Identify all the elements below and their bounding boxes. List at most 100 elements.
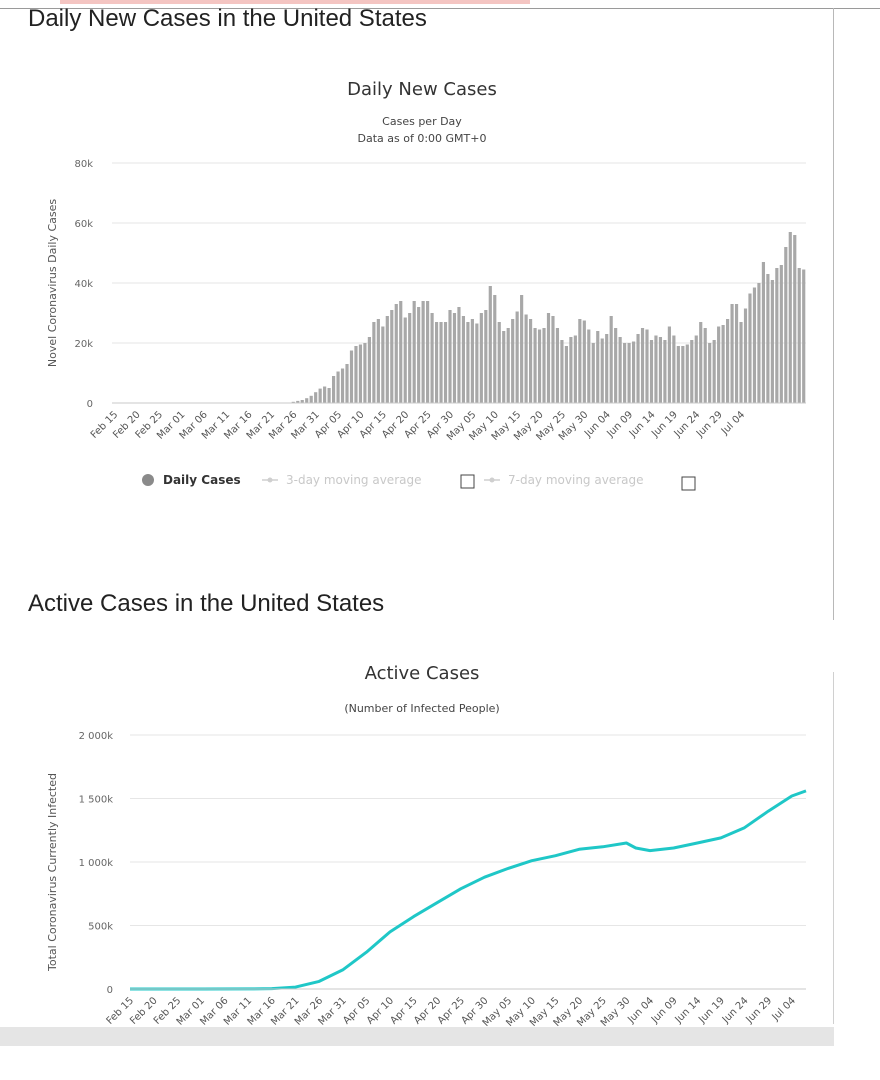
y-axis-label: Total Coronavirus Currently Infected [46, 773, 59, 972]
bar [667, 326, 671, 403]
bar [623, 343, 627, 403]
x-tick-label: Jun 09 [649, 995, 680, 1026]
bar [314, 392, 318, 403]
bar [309, 395, 313, 403]
bar [537, 329, 542, 403]
bar [475, 323, 479, 403]
x-tick-label: Jul 04 [770, 995, 798, 1023]
daily-cases-chart: Daily New Cases Cases per Day Data as of 0… [46, 79, 806, 491]
bar [430, 313, 434, 403]
bar [591, 343, 595, 403]
bar [752, 287, 757, 403]
bar [479, 313, 483, 403]
bar [672, 335, 676, 403]
bar [600, 338, 604, 403]
bar [390, 310, 394, 403]
bar [345, 364, 349, 403]
chart-title: Daily New Cases [347, 79, 497, 100]
bar [717, 326, 721, 403]
bar [515, 311, 519, 403]
bar [681, 346, 685, 403]
y-tick-label: 0 [87, 399, 93, 410]
bar [457, 307, 461, 403]
daily-section-title: Daily New Cases in the United States [28, 5, 427, 32]
legend-marker-3day [267, 477, 273, 483]
bar [631, 341, 636, 403]
tab-accent [60, 0, 530, 4]
legend-checkbox-3day [460, 474, 475, 489]
browser-top-edge [0, 0, 880, 9]
bar [578, 319, 582, 403]
bar [770, 280, 774, 403]
bar [564, 346, 568, 403]
y-tick-label: 1 000k [79, 858, 114, 869]
x-tick-label: Jun 04 [625, 995, 656, 1026]
bar [587, 329, 591, 403]
bar [757, 283, 761, 403]
bar [318, 388, 322, 403]
bar [739, 322, 743, 403]
bar [452, 313, 457, 403]
bar [349, 350, 354, 403]
bar [408, 313, 412, 403]
bar [363, 343, 367, 403]
bar [703, 328, 707, 403]
bar [394, 304, 398, 403]
bar [573, 335, 577, 403]
bar [788, 232, 792, 403]
chart-subtitle: Data as of 0:00 GMT+0 [358, 132, 487, 145]
bar [417, 307, 421, 403]
panel-border-lower [833, 672, 834, 1024]
bar [300, 400, 304, 403]
bar [605, 334, 609, 403]
bar [376, 319, 380, 403]
bar [721, 325, 725, 403]
bar [775, 268, 779, 403]
y-axis-label: Novel Coronavirus Daily Cases [46, 199, 59, 367]
active-cases-chart: Active Cases (Number of Infected People) 0… [46, 663, 807, 1029]
bar [582, 320, 586, 403]
bar [640, 328, 645, 403]
bar [497, 322, 501, 403]
horizontal-scrollbar[interactable] [0, 1027, 834, 1046]
x-tick-label: Jun 24 [720, 995, 751, 1026]
legend-checkbox-7day [681, 476, 696, 491]
bar [296, 400, 300, 403]
legend-label-daily: Daily Cases [163, 473, 241, 487]
bar [618, 337, 622, 403]
bar [305, 398, 309, 403]
bar [645, 329, 649, 403]
bar [524, 314, 528, 403]
bar [358, 344, 363, 403]
bar [784, 247, 788, 403]
y-tick-label: 0 [107, 985, 113, 996]
bar [766, 274, 770, 403]
y-tick-label: 500k [88, 922, 113, 933]
bar [793, 235, 797, 403]
bar [712, 340, 716, 403]
x-tick-label: Jul 04 [719, 409, 747, 437]
bar [381, 326, 385, 403]
bar [484, 310, 488, 403]
bar [797, 268, 801, 403]
bar [569, 337, 573, 403]
legend-label-7day: 7-day moving average [508, 473, 643, 487]
bar [627, 343, 631, 403]
bar [466, 322, 470, 403]
series-line-active-cases [130, 789, 807, 991]
bar [426, 301, 430, 403]
bar [461, 316, 466, 403]
bar [779, 265, 783, 403]
bar [546, 313, 551, 403]
y-tick-label: 80k [74, 159, 93, 170]
bar [802, 269, 806, 403]
bar [470, 319, 474, 403]
bar [502, 331, 506, 403]
x-tick-label: Jun 14 [673, 995, 704, 1026]
bar [748, 293, 752, 403]
bar [372, 322, 376, 403]
x-tick-label: Jun 19 [696, 995, 727, 1026]
bar [726, 319, 730, 403]
bar [448, 310, 452, 403]
bar [614, 328, 618, 403]
